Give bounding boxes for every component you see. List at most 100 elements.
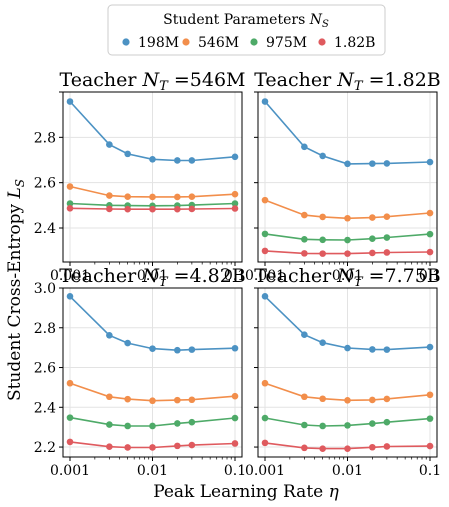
data-point — [188, 346, 196, 353]
data-point — [231, 440, 239, 447]
data-point — [174, 420, 181, 427]
panel-title-symbol: N — [141, 265, 160, 287]
data-point — [369, 235, 376, 242]
data-point — [383, 160, 391, 167]
x-tick-label: 0.1 — [224, 463, 246, 479]
data-point — [66, 414, 74, 421]
data-point — [231, 205, 239, 212]
data-point — [66, 200, 74, 207]
data-point — [124, 395, 131, 403]
data-point — [344, 236, 351, 244]
data-point — [261, 414, 269, 422]
data-point — [124, 205, 131, 213]
panel-title-symbol: N — [336, 265, 355, 287]
data-point — [124, 422, 131, 430]
data-point — [301, 236, 308, 243]
legend-entry: 546M — [182, 35, 239, 51]
data-point — [344, 214, 351, 222]
series-1.82B — [66, 438, 239, 451]
legend-frame — [107, 4, 386, 56]
data-point — [231, 153, 239, 161]
data-point — [261, 379, 269, 387]
data-point — [319, 422, 326, 430]
data-point — [106, 332, 113, 339]
data-point — [426, 209, 434, 217]
panel-title-value: =1.82B — [363, 69, 441, 91]
panel-title-subscript: T — [354, 275, 364, 290]
series-198M — [66, 98, 239, 164]
legend-label: 198M — [138, 35, 179, 51]
data-point — [261, 196, 269, 204]
series-198M — [261, 98, 434, 168]
data-point — [106, 443, 113, 450]
legend-label: 546M — [198, 35, 239, 51]
data-point — [301, 393, 308, 401]
data-point — [149, 444, 156, 451]
data-point — [319, 213, 326, 221]
series-198M — [66, 293, 239, 354]
x-tick-label: 0.1 — [419, 268, 441, 284]
x-tick-label: 0.001 — [50, 463, 90, 479]
legend-entry: 975M — [250, 35, 307, 51]
x-tick-label: 0.001 — [245, 268, 285, 284]
panel-title-value: =7.75B — [363, 265, 441, 287]
data-point — [124, 193, 131, 201]
data-point — [66, 438, 74, 446]
x-tick-label: 0.01 — [332, 463, 363, 479]
y-axis-label-symbol: L — [5, 187, 25, 199]
y-tick-label: 2.6 — [34, 361, 56, 377]
data-point — [149, 156, 156, 163]
data-point — [383, 234, 391, 241]
series-1.82B — [261, 247, 434, 257]
legend: Student Parameters NS 198M 546M 975M 1.82B — [107, 4, 386, 56]
data-point — [188, 205, 196, 213]
data-point — [174, 193, 181, 201]
data-point — [188, 193, 196, 201]
data-point — [319, 445, 326, 452]
data-point — [426, 248, 434, 256]
series-546M — [261, 379, 434, 404]
data-point — [174, 396, 181, 404]
data-point — [369, 214, 376, 221]
data-point — [188, 157, 196, 164]
data-point — [66, 98, 74, 105]
panel-title: Teacher NT =7.75B — [254, 265, 441, 290]
data-point — [261, 98, 269, 105]
series-975M — [66, 414, 239, 430]
y-tick-label: 2.8 — [34, 321, 56, 337]
y-tick-label: 3.0 — [34, 281, 56, 297]
panel-title-text: Teacher — [59, 265, 142, 287]
legend-entry: 1.82B — [318, 35, 375, 51]
data-point — [106, 141, 113, 148]
data-point — [383, 443, 391, 450]
y-axis-label: Student Cross-Entropy LS — [5, 179, 27, 401]
x-tick-label: 0.01 — [137, 463, 168, 479]
data-point — [261, 439, 269, 447]
data-point — [319, 395, 326, 403]
data-point — [231, 200, 239, 207]
x-tick-label: 0.001 — [245, 463, 285, 479]
data-point — [301, 421, 308, 429]
data-point — [369, 160, 376, 167]
data-point — [344, 445, 351, 452]
data-point — [369, 249, 376, 257]
data-point — [301, 444, 308, 452]
series-546M — [66, 183, 239, 201]
data-point — [383, 346, 391, 353]
series-975M — [261, 230, 434, 244]
data-point — [344, 422, 351, 429]
data-point — [149, 345, 156, 352]
y-axis-label-text: Student Cross-Entropy — [5, 198, 25, 401]
data-point — [383, 395, 391, 403]
data-point — [301, 211, 308, 219]
panel-frame — [257, 287, 438, 458]
y-axis-label-subscript: S — [13, 179, 27, 187]
legend-marker — [250, 38, 258, 46]
x-tick-label: 0.1 — [419, 463, 441, 479]
legend-marker — [182, 38, 190, 46]
y-tick-label: 2.2 — [34, 440, 56, 456]
data-point — [344, 250, 351, 257]
